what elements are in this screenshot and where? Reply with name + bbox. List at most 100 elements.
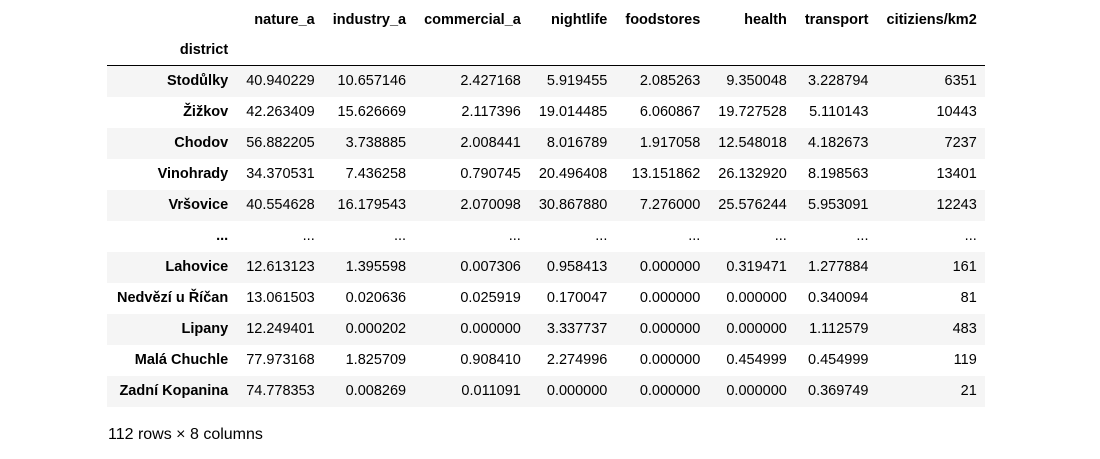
index-name: district [179,42,229,58]
row-index-label: Vinohrady [157,166,229,182]
table-cell: ... [394,228,407,244]
index-corner-cell [107,4,236,35]
table-row: Vinohrady 34.370531 7.436258 0.790745 20.496… [107,159,985,190]
table-cell: 6351 [944,73,977,90]
table-cell: 0.000000 [726,383,787,399]
table-cell: 42.263409 [246,104,315,120]
table-cell: 13.061503 [246,290,315,306]
column-header-row: nature_a industry_a commercial_a nightli… [107,4,985,35]
table-cell: 40.940229 [246,73,315,90]
row-index-label: Lipany [181,321,229,337]
table-cell: 7.436258 [345,166,407,182]
table-cell: 12243 [936,197,977,213]
table-cell: 8.016789 [546,135,608,151]
table-row: Zadní Kopanina 74.778353 0.008269 0.011091 0… [107,375,985,407]
row-index-label: Chodov [174,135,229,151]
table-cell: 6.060867 [639,104,701,120]
table-cell: 0.454999 [808,352,869,368]
table-cell: ... [508,228,521,244]
table-cell: 74.778353 [246,383,315,399]
table-cell: 13.151862 [631,166,701,182]
table-cell: 0.000000 [639,290,701,306]
table-body: Stodůlky 40.940229 10.657146 2.427168 5.9194… [107,65,985,407]
row-index-label: Vršovice [168,197,229,213]
table-cell: 20.496408 [538,166,608,182]
table-cell: 16.179543 [337,197,407,213]
table-row: Nedvězí u Říčan 13.061503 0.020636 0.025919… [107,283,985,314]
table-row: Žižkov 42.263409 15.626669 2.117396 19.01448… [107,97,985,128]
table-cell: 3.738885 [345,135,407,151]
table-cell: 19.727528 [718,104,787,120]
table-cell: 2.274996 [546,352,608,368]
table-cell: 0.908410 [460,352,521,368]
table-row: Malá Chuchle 77.973168 1.825709 0.908410 2.2… [107,345,985,376]
table-cell: 12.548018 [718,135,787,151]
table-cell: 10443 [936,104,977,120]
table-cell: 0.000000 [639,321,701,337]
table-cell: ... [595,228,608,244]
column-header: health [744,11,787,28]
table-cell: 1.825709 [345,352,407,368]
table-cell: 2.427168 [460,73,521,90]
table-cell: 7237 [944,135,977,151]
table-cell: 0.000000 [546,383,608,399]
row-index-label: Žižkov [183,104,229,120]
row-index-label: Lahovice [165,259,229,275]
table-cell: 1.917058 [639,135,701,151]
table-cell: 0.000000 [639,352,701,368]
table-cell: 0.020636 [345,290,407,306]
table-cell: 5.919455 [546,73,608,90]
table-cell: 19.014485 [538,104,608,120]
table-cell: 0.454999 [726,352,787,368]
table-cell: 3.337737 [546,321,608,337]
table-cell: 0.000000 [460,321,521,337]
table-cell: 0.008269 [345,383,407,399]
table-cell: 56.882205 [246,135,315,151]
table-cell: 0.319471 [726,259,787,275]
table-cell: 1.277884 [808,259,869,275]
table-cell: 15.626669 [337,104,407,120]
column-header: industry_a [332,11,407,28]
table-cell: 1.395598 [345,259,407,275]
table-cell: 12.249401 [246,321,315,337]
table-cell: 1.112579 [809,321,869,337]
table-cell: 77.973168 [246,352,315,368]
table-cell: 40.554628 [246,197,315,213]
table-cell: 30.867880 [538,197,608,213]
table-cell: 161 [952,259,977,275]
table-summary: 112 rows × 8 columns [108,426,263,443]
table-header: nature_a industry_a commercial_a nightli… [107,4,985,66]
dataframe-table: nature_a industry_a commercial_a nightli… [107,4,985,407]
row-index-label: ... [216,228,229,244]
table-cell: 119 [953,352,977,368]
table-cell: 0.170047 [546,290,608,306]
row-index-label: Stodůlky [166,73,229,90]
table-cell: 0.340094 [808,290,869,306]
table-cell: 0.007306 [460,259,521,275]
table-cell: 0.000000 [726,290,787,306]
table-cell: 13401 [936,166,977,182]
table-cell: 2.117396 [461,104,521,120]
column-header: citiziens/km2 [886,11,977,28]
table-cell: 12.613123 [246,259,315,275]
table-row: Stodůlky 40.940229 10.657146 2.427168 5.9194… [107,65,985,97]
table-cell: ... [774,228,787,244]
table-cell: 4.182673 [808,135,869,151]
table-cell: 2.008441 [460,135,521,151]
column-header: commercial_a [424,11,521,28]
table-cell: 5.110143 [809,104,869,120]
row-index-label: Nedvězí u Říčan [117,290,229,306]
table-cell: ... [856,228,869,244]
table-cell: 25.576244 [718,197,787,213]
table-row: Lahovice 12.613123 1.395598 0.007306 0.95841… [107,251,985,283]
table-cell: 0.011091 [461,383,521,399]
table-row: Lipany 12.249401 0.000202 0.000000 3.337737 0… [107,313,985,345]
table-cell: 7.276000 [639,197,701,213]
table-cell: ... [302,228,315,244]
table-cell: 0.790745 [460,166,521,182]
table-cell: 5.953091 [808,197,869,213]
table-row: ........................... [107,221,985,252]
table-cell: 2.085263 [639,73,701,90]
column-header: nature_a [254,11,315,28]
column-header: transport [804,11,869,28]
